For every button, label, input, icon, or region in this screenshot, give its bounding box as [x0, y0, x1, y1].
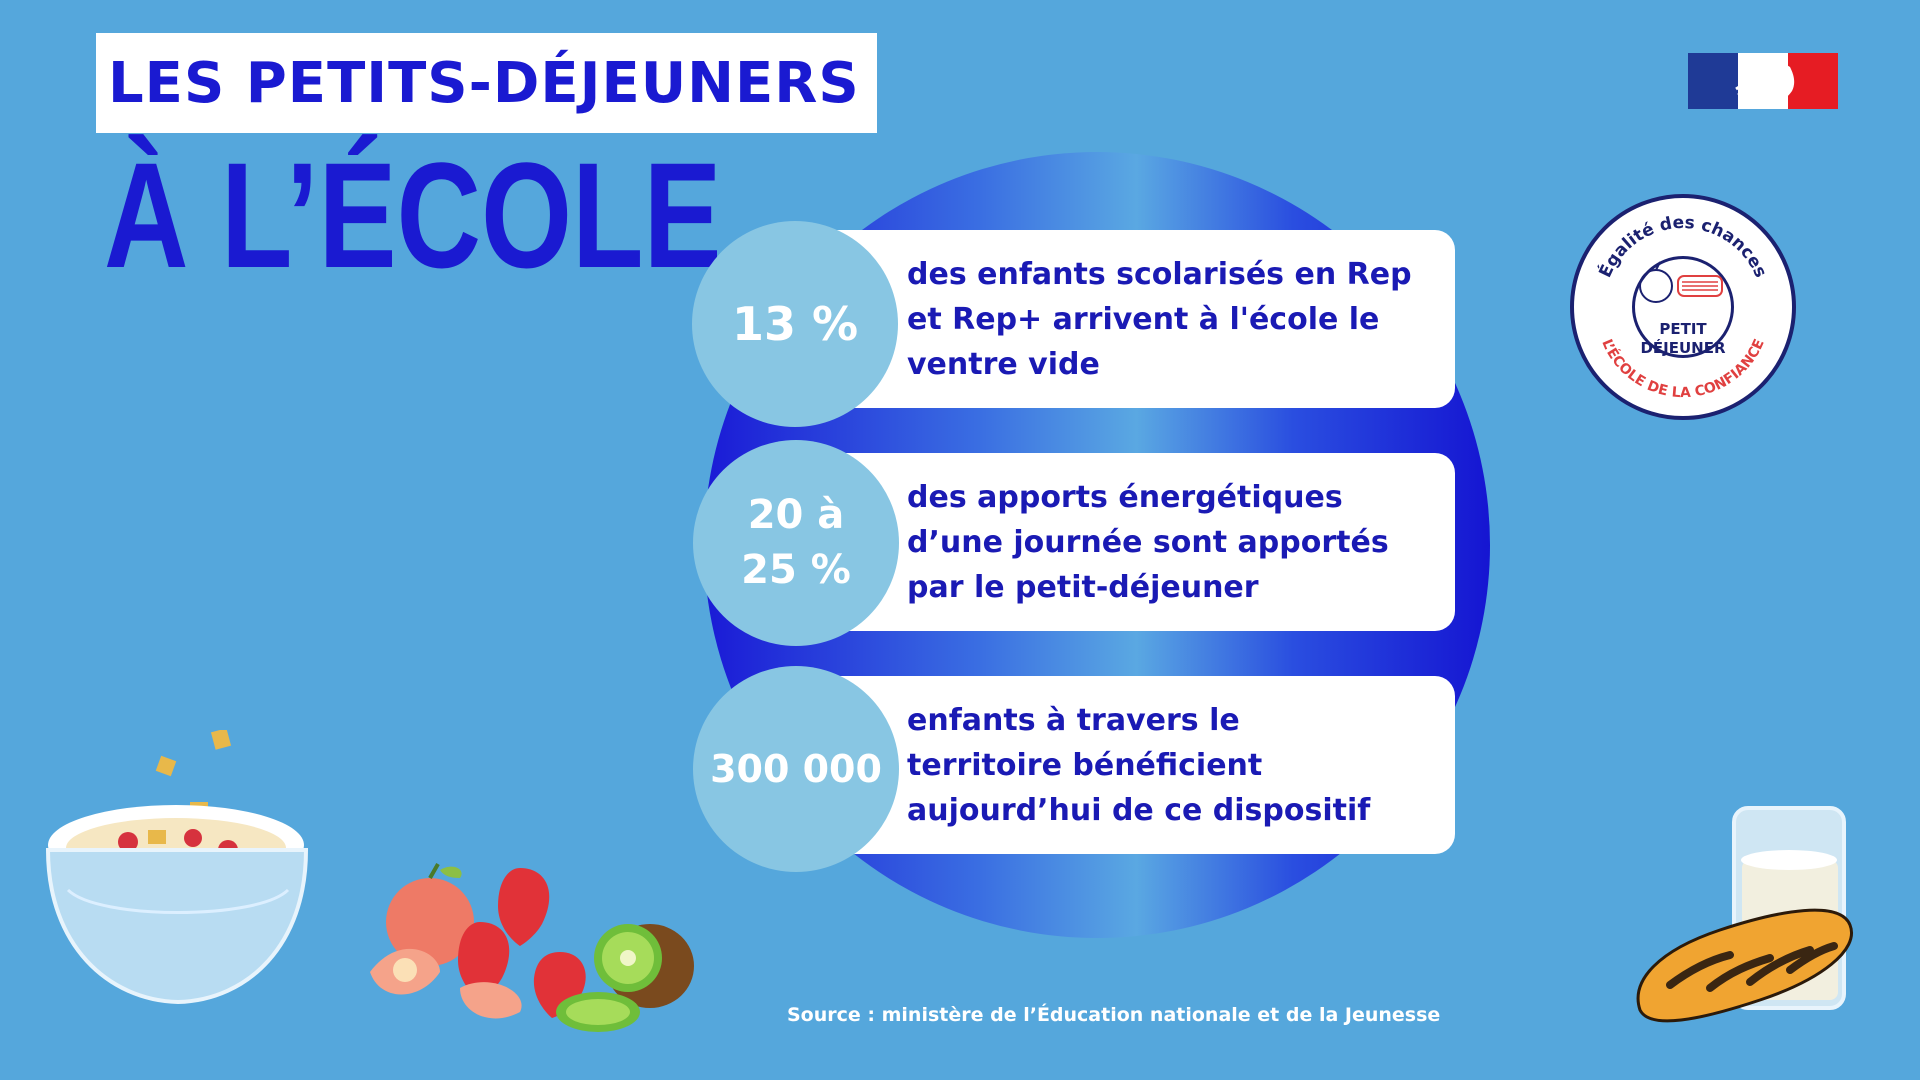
title-line-2: À L’ÉCOLE [104, 131, 722, 299]
title-line-1: LES PETITS-DÉJEUNERS [108, 50, 860, 116]
stat-text-3: enfants à travers le territoire bénéfici… [907, 702, 1371, 828]
stat-text-1: des enfants scolarisés en Rep et Rep+ ar… [907, 256, 1412, 382]
stat-value-2: 20 à 25 % [741, 492, 851, 593]
petit-dejeuner-badge: Égalité des chances L’ÉCOLE DE LA CONFIA… [1570, 194, 1796, 420]
stat-card-1: des enfants scolarisés en Rep et Rep+ ar… [815, 230, 1455, 408]
stat-card-2: des apports énergétiques d’une journée s… [815, 453, 1455, 631]
milk-bread-illustration [1636, 806, 1853, 1023]
stat-bubble-3: 300 000 [693, 666, 899, 872]
stat-text-2: des apports énergétiques d’une journée s… [907, 479, 1389, 605]
source-note: Source : ministère de l’Éducation nation… [787, 1004, 1441, 1026]
stat-bubble-2: 20 à 25 % [693, 440, 899, 646]
badge-inner-circle [1632, 256, 1734, 358]
stat-card-3: enfants à travers le territoire bénéfici… [815, 676, 1455, 854]
stat-bubble-1: 13 % [692, 221, 898, 427]
fruits-illustration [370, 863, 694, 1032]
cereal-bowl-illustration [45, 730, 309, 1005]
title-banner: LES PETITS-DÉJEUNERS [96, 33, 877, 133]
marianne-profile-icon [1735, 63, 1795, 105]
marianne-flag-logo [1688, 53, 1838, 109]
badge-center-text: PETIT DÉJEUNER [1640, 320, 1726, 357]
badge-apple-icon [1639, 261, 1723, 303]
stat-value-1: 13 % [731, 297, 859, 351]
stat-value-3: 300 000 [710, 747, 882, 791]
